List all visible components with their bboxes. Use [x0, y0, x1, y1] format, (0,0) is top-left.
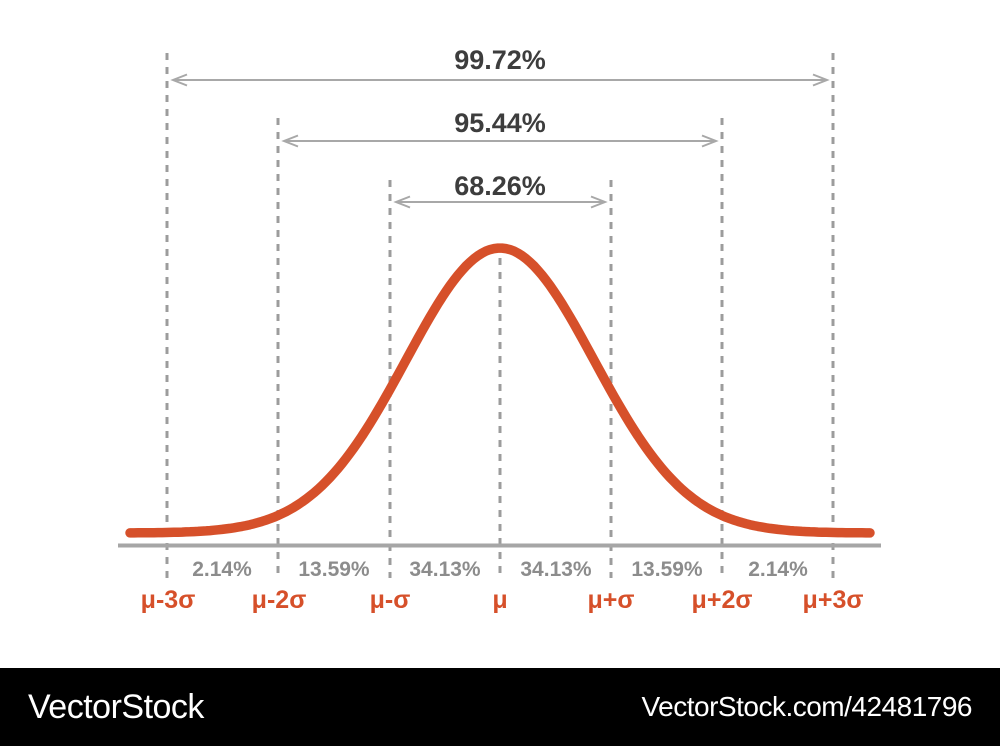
interval-arrow-2-head-right [590, 195, 608, 209]
watermark-bar: VectorStock VectorStock.com/42481796 [0, 668, 1000, 746]
interval-arrow-1-head-left [281, 134, 299, 148]
segment-percentage-2: 34.13% [409, 558, 481, 581]
segment-percentage-0: 2.14% [192, 558, 252, 581]
x-tick-mu-plus-3sigma: μ+3σ [802, 586, 864, 614]
x-tick-mu-minus-sigma: μ-σ [369, 586, 411, 614]
x-tick-mu-plus-2sigma: μ+2σ [691, 586, 753, 614]
interval-label-2sigma: 95.44% [454, 108, 546, 138]
segment-percentage-5: 2.14% [748, 558, 808, 581]
x-tick-mu: μ [492, 586, 508, 614]
interval-label-3sigma: 99.72% [454, 45, 546, 75]
x-tick-mu-minus-3sigma: μ-3σ [140, 586, 196, 614]
interval-arrow-2-head-left [393, 195, 411, 209]
interval-label-1sigma: 68.26% [454, 171, 546, 201]
segment-percentage-3: 34.13% [520, 558, 592, 581]
interval-arrow-0-head-right [812, 73, 830, 87]
interval-arrow-1-head-right [701, 134, 719, 148]
interval-arrow-0-head-left [170, 73, 188, 87]
watermark-url-text: VectorStock.com/42481796 [641, 691, 973, 722]
normal-curve [125, 243, 875, 538]
x-tick-mu-minus-2sigma: μ-2σ [251, 586, 307, 614]
watermark-logo-text: VectorStock [28, 687, 204, 726]
segment-percentage-1: 13.59% [298, 558, 370, 581]
x-tick-mu-plus-sigma: μ+σ [587, 586, 635, 614]
segment-percentage-4: 13.59% [631, 558, 703, 581]
